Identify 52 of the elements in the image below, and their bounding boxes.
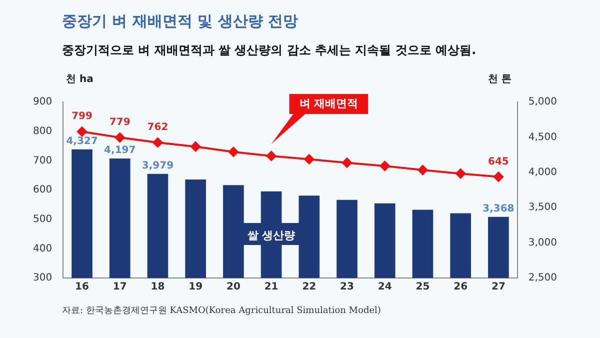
- point: [342, 158, 352, 168]
- x-tick-label: 17: [112, 282, 127, 293]
- point: [304, 154, 314, 164]
- y-tick-label: 700: [32, 155, 52, 166]
- data-label: 3,368: [482, 203, 514, 214]
- data-label: 779: [109, 117, 130, 128]
- data-label: 799: [72, 111, 92, 122]
- data-label: 762: [147, 122, 168, 134]
- x-tick-label: 24: [378, 282, 392, 293]
- y2-tick-label: 4,500: [528, 132, 558, 143]
- point: [228, 146, 238, 157]
- x-tick-label: 25: [416, 282, 430, 293]
- x-tick-label: 26: [454, 282, 468, 293]
- chart-title: 중장기 벼 재배면적 및 생산량 전망: [62, 12, 298, 31]
- x-tick-label: 23: [340, 282, 354, 293]
- x-tick-label: 20: [226, 282, 240, 293]
- y-tick-label: 400: [32, 243, 52, 254]
- data-label: 645: [488, 156, 509, 168]
- x-tick-label: 27: [491, 282, 506, 293]
- text: 벼 재배면적: [299, 96, 358, 110]
- point: [456, 168, 466, 179]
- y-tick-label: 600: [32, 184, 52, 196]
- x-tick-label: 21: [264, 282, 278, 293]
- point: [418, 165, 428, 176]
- series-label: 쌀 생산량: [247, 228, 296, 242]
- data-label: 4,327: [66, 136, 98, 147]
- point: [493, 172, 504, 182]
- y-tick-label: 300: [32, 272, 52, 284]
- data-label: 4,197: [104, 145, 136, 156]
- x-tick-label: 16: [75, 282, 90, 293]
- point: [152, 137, 163, 148]
- point: [380, 160, 390, 171]
- y2-tick-label: 3,500: [528, 202, 558, 214]
- y-tick-label: 500: [32, 214, 52, 225]
- y2-tick-label: 3,000: [528, 237, 558, 248]
- y2-axis-title: 천 톤: [488, 73, 512, 86]
- y2-tick-label: 2,500: [528, 272, 558, 284]
- chart-subtitle: 중장기적으로 벼 재배면적과 쌀 생산량의 감소 추세는 지속될 것으로 예상됨.: [62, 42, 476, 59]
- y-tick-label: 900: [32, 96, 52, 108]
- y-tick-label: 800: [32, 126, 52, 137]
- y2-tick-label: 5,000: [528, 96, 558, 108]
- point: [77, 126, 88, 137]
- text: 자료: 한국농촌경제연구원 KASMO(Korea Agricultural Simulation Model): [62, 305, 381, 317]
- x-tick-label: 22: [302, 282, 316, 293]
- point: [266, 150, 276, 161]
- x-tick-label: 19: [188, 282, 203, 293]
- x-tick-label: 18: [150, 282, 165, 293]
- point: [190, 142, 201, 152]
- point: [114, 132, 125, 142]
- data-label: 3,979: [142, 160, 174, 172]
- y-axis-title: 천 ha: [66, 73, 94, 86]
- y2-tick-label: 4,000: [528, 166, 558, 178]
